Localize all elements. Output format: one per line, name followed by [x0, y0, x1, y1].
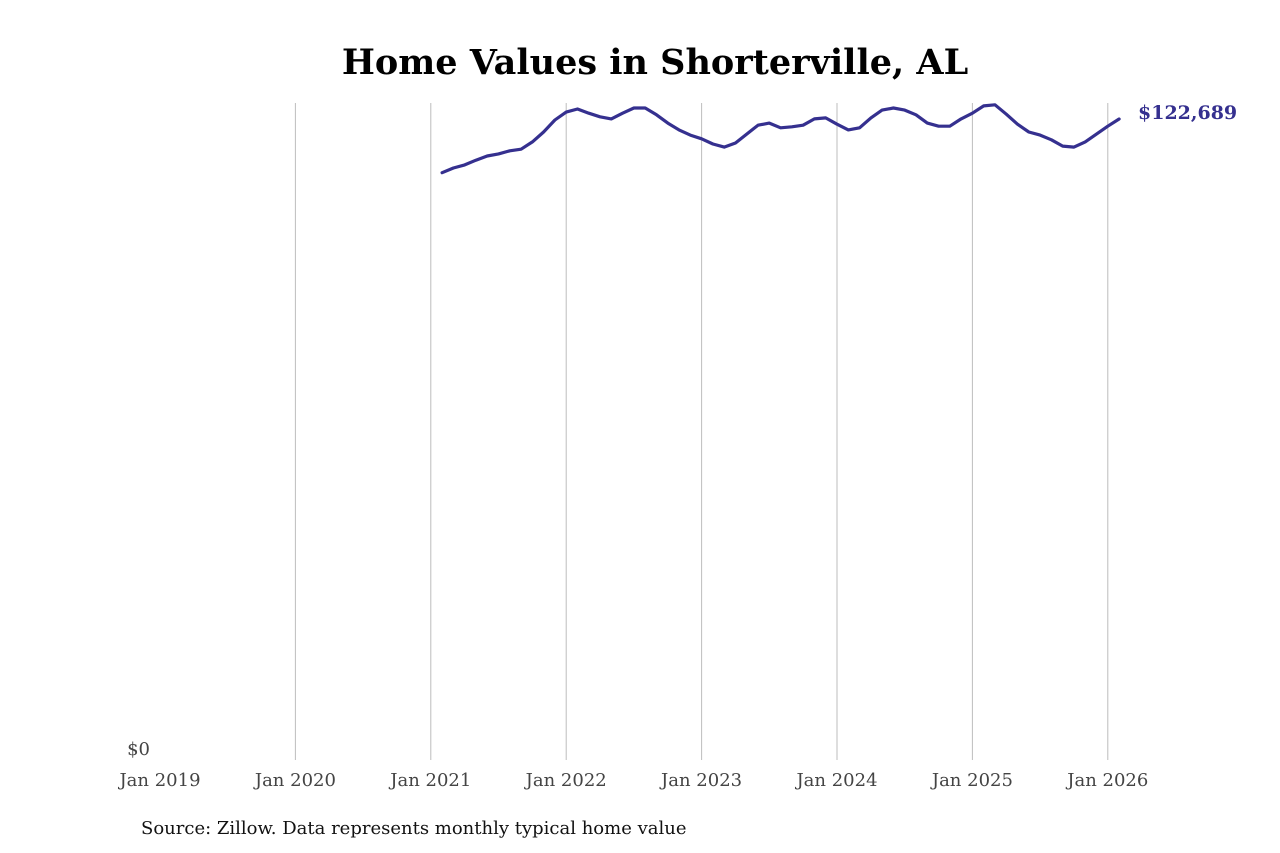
x-tick-label: Jan 2020	[253, 770, 336, 791]
x-tick-label: Jan 2025	[930, 770, 1013, 791]
gridlines	[294, 103, 1109, 760]
y-tick-label: $0	[127, 739, 150, 760]
series-line	[440, 103, 1121, 175]
latest-value-label: $122,689	[1138, 102, 1237, 124]
source-note: Source: Zillow. Data represents monthly …	[141, 818, 687, 839]
chart-title: Home Values in Shorterville, AL	[342, 42, 968, 83]
x-tick-label: Jan 2026	[1065, 770, 1148, 791]
x-tick-label: Jan 2023	[659, 770, 742, 791]
x-tick-label: Jan 2024	[794, 770, 877, 791]
x-tick-label: Jan 2021	[388, 770, 471, 791]
x-tick-label: Jan 2019	[117, 770, 200, 791]
x-axis-ticks: Jan 2019 Jan 2020 Jan 2021 Jan 2022 Jan 2023…	[117, 770, 1148, 791]
x-tick-label: Jan 2022	[524, 770, 607, 791]
